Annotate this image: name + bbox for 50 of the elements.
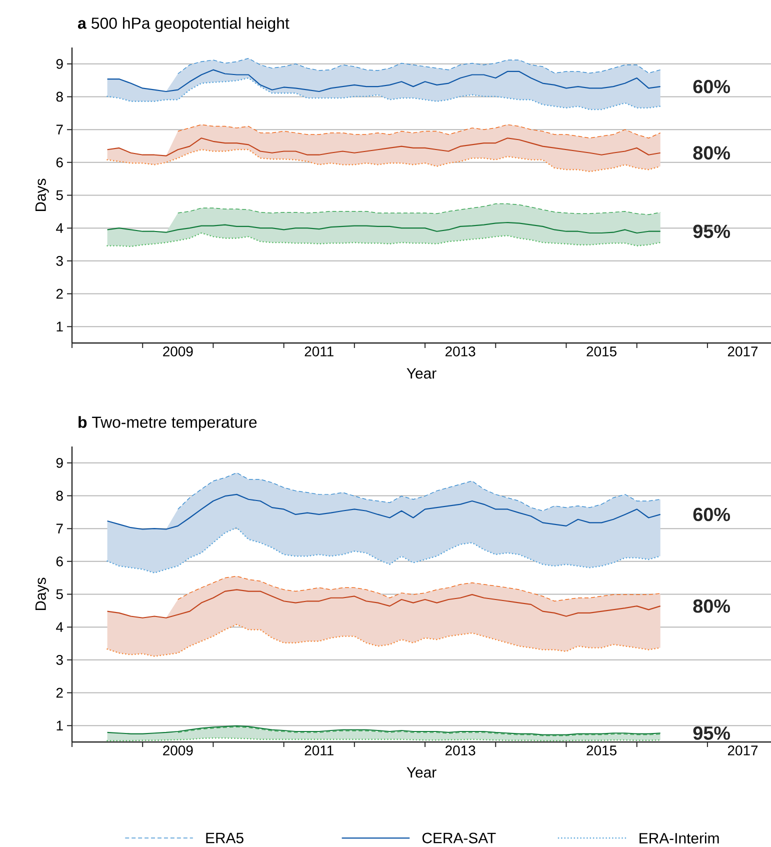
annotation: 60% — [693, 508, 730, 522]
annotation: 95% — [693, 224, 730, 238]
x-axis-title: Year — [406, 767, 436, 778]
x-axis-title: Year — [406, 368, 436, 379]
annotation: 80% — [693, 599, 730, 613]
line-series — [106, 494, 661, 530]
x-tick-label: 2013 — [446, 346, 476, 356]
line-series — [178, 124, 661, 138]
y-axis-title: Days — [36, 178, 49, 212]
line-series — [106, 232, 662, 248]
y-tick-label: 8 — [56, 92, 63, 102]
chart-title: b Two-metre temperature — [78, 416, 257, 432]
y-tick-label: 7 — [56, 524, 63, 534]
y-tick-label: 4 — [56, 622, 64, 632]
x-tick-label: 2017 — [728, 746, 758, 756]
y-tick-label: 1 — [56, 720, 63, 730]
x-tick-label: 2017 — [728, 346, 758, 356]
x-tick-label: 2009 — [163, 746, 193, 756]
y-axis-title: Days — [36, 578, 49, 610]
y-tick-label: 5 — [56, 190, 63, 200]
y-tick-label: 9 — [56, 458, 63, 468]
y-tick-label: 5 — [56, 589, 63, 600]
y-tick-label: 4 — [56, 223, 64, 233]
x-tick-label: 2011 — [304, 746, 334, 756]
annotation: 95% — [693, 726, 730, 740]
chart-title: a 500 hPa geopotential height — [78, 17, 290, 32]
annotation: 80% — [693, 146, 730, 160]
y-tick-label: 8 — [56, 490, 63, 501]
legend-label: ERA-Interim — [640, 832, 719, 844]
y-tick-label: 9 — [56, 58, 63, 69]
legend-label: CERA-SAT — [422, 832, 496, 844]
y-tick-label: 6 — [56, 556, 63, 566]
y-tick-label: 2 — [56, 288, 63, 299]
y-tick-label: 3 — [56, 256, 63, 266]
line-series — [106, 526, 662, 574]
line-series — [106, 69, 661, 92]
x-tick-label: 2015 — [586, 346, 616, 356]
x-tick-label: 2009 — [163, 346, 193, 356]
x-tick-label: 2013 — [446, 746, 476, 756]
y-tick-label: 7 — [56, 124, 63, 134]
x-tick-label: 2015 — [586, 746, 616, 756]
y-tick-label: 6 — [56, 157, 63, 168]
legend-label: ERA5 — [206, 832, 244, 844]
line-series — [106, 624, 662, 658]
x-tick-label: 2011 — [304, 346, 334, 356]
annotation: 60% — [693, 80, 730, 94]
y-tick-label: 1 — [56, 322, 63, 332]
y-tick-label: 3 — [56, 654, 63, 665]
line-series — [178, 472, 661, 512]
y-tick-label: 2 — [56, 688, 63, 698]
